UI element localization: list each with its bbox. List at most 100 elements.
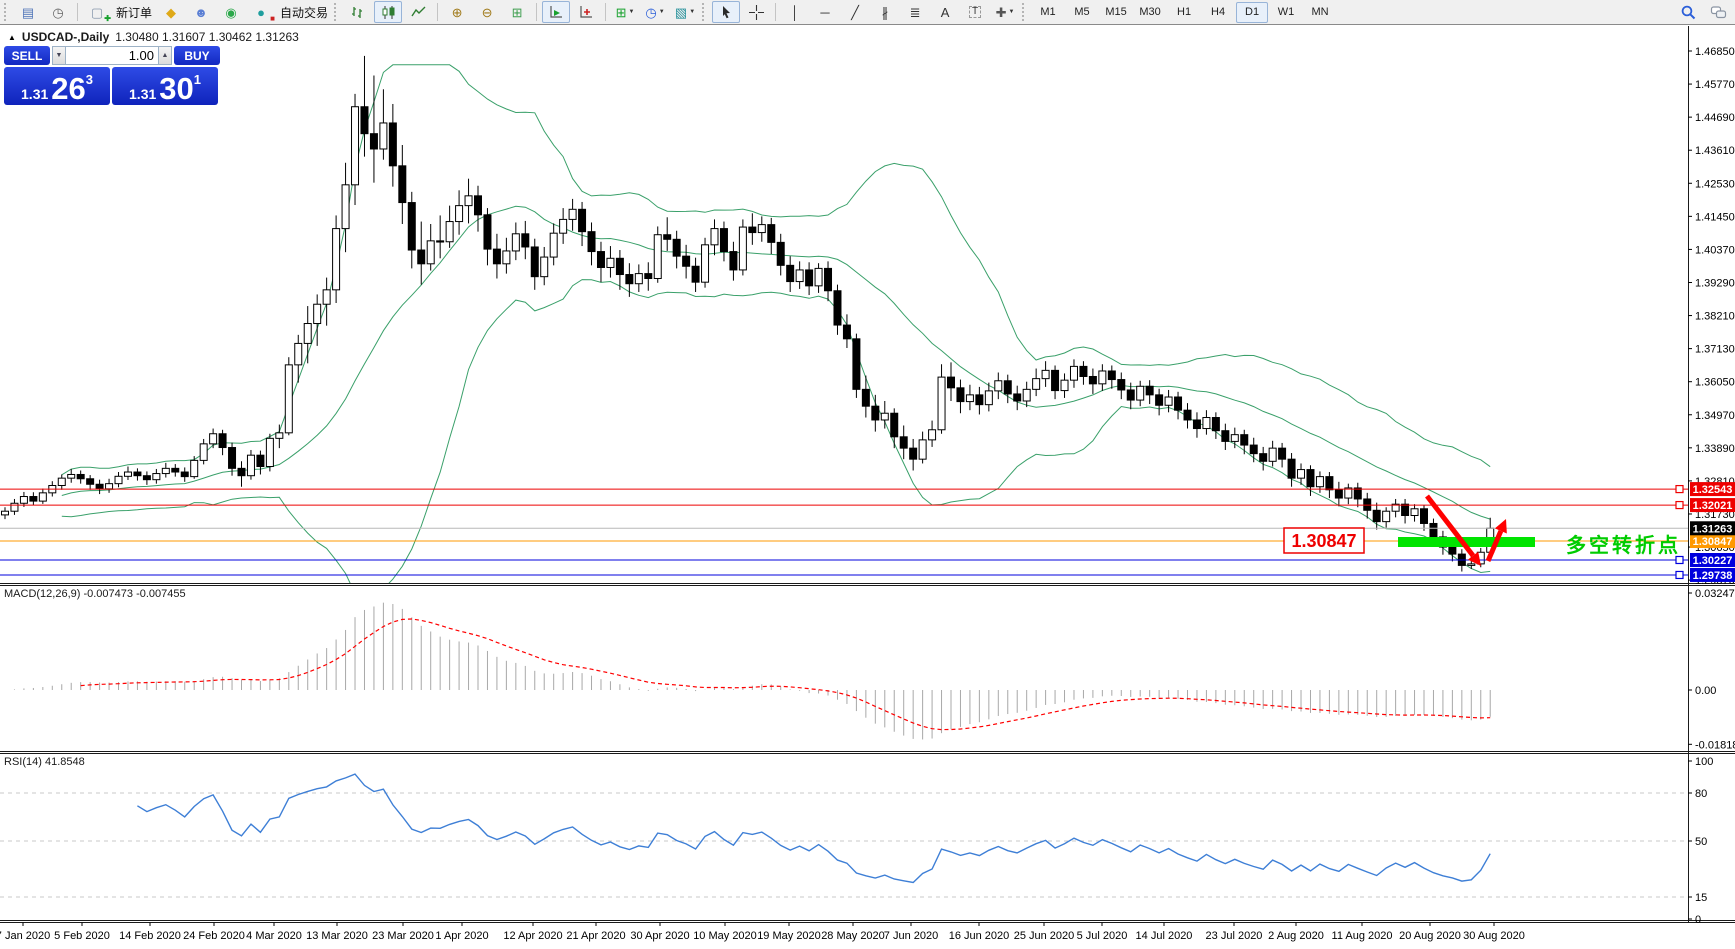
zoom-out-icon[interactable]: ⊖ [481,4,493,20]
volume-decrease-button[interactable]: ▼ [52,46,66,65]
macd-signal-line [80,618,1491,731]
bid-price-box[interactable]: 1.31 26 3 [4,67,110,105]
volume-input[interactable]: 1.00 [66,46,158,65]
bullish-candle [1268,447,1277,462]
bearish-candle [142,475,151,481]
date-tick-label: 30 Apr 2020 [630,930,689,942]
strategy-tester-icon[interactable]: ◷ [52,4,64,20]
timeframe-h1-button[interactable]: H1 [1177,6,1192,18]
ask-price-box[interactable]: 1.31 30 1 [112,67,218,105]
timeframe-m1-button[interactable]: M1 [1040,6,1056,18]
hline-anchor-handle[interactable] [1675,484,1684,494]
bullish-candle [303,323,312,344]
toolbar-grip [334,3,339,21]
buy-button[interactable]: BUY [174,46,220,65]
chart-ohlc-values: 1.30480 1.31607 1.30462 1.31263 [115,30,299,44]
date-tick-label: 19 May 2020 [757,930,821,942]
line-chart-icon[interactable] [404,1,432,23]
fibonacci-icon[interactable]: ≣ [909,4,921,20]
timeframe-w1-button[interactable]: W1 [1277,6,1295,18]
equidistant-channel-icon[interactable]: ∦ [881,4,889,20]
crosshair-icon[interactable] [742,1,770,23]
chat-icon[interactable] [1704,1,1732,23]
timeframe-mn-button[interactable]: MN [1311,6,1329,18]
text-label-icon[interactable]: T [961,1,989,23]
sell-button[interactable]: SELL [4,46,50,65]
periods-icon[interactable]: ◷ ▼ [645,4,665,20]
metaeditor-icon[interactable]: ◆ [166,4,177,20]
auto-trading-icon[interactable]: ● ■ [257,4,276,23]
timeframe-d1-button[interactable]: D1 [1236,1,1269,23]
hline-anchor-handle[interactable] [1675,555,1684,565]
one-click-trading-panel: SELL ▼ 1.00 ▲ BUY 1.31 26 3 1.31 30 1 [4,46,220,105]
bullish-candle [1098,370,1107,385]
rsi-line [137,773,1491,884]
bearish-candle [436,240,445,243]
market-watch-icon[interactable]: ☻ [194,4,208,20]
bullish-candle [549,232,558,258]
support-price-label-box[interactable] [1283,527,1365,554]
bearish-candle [890,412,899,438]
chart-stage[interactable]: 1.30847 多空转折点 1.46850 1.45770 1.44690 1.43610… [0,26,1735,949]
new-order-icon[interactable]: ▢ ✚ [90,4,111,23]
bullish-candle [114,475,123,485]
tile-windows-icon[interactable]: ⊞ [511,4,523,20]
ask-price-small: 1.31 [129,86,157,102]
bullish-candle [332,228,341,291]
toolbar-separator [536,3,538,21]
bearish-candle [852,338,861,390]
bullish-candle [10,502,19,512]
rebound-arrow-up[interactable] [1485,529,1504,562]
bar-chart-icon[interactable] [344,1,372,23]
dropdown-caret-icon: ▼ [628,9,635,15]
timeframe-m5-button[interactable]: M5 [1074,6,1090,18]
date-tick-label: 14 Jul 2020 [1136,930,1193,942]
indicator-window-icon[interactable] [542,1,571,23]
auto-trading-label[interactable]: 自动交易 [280,5,329,20]
charts-window-icon[interactable]: ▤ [21,4,35,20]
arrows-objects-icon[interactable]: ✚ ▼ [995,4,1015,20]
bullish-candle [1230,434,1239,442]
axis-tick-label: 50 [1695,836,1707,848]
timeframe-h4-button[interactable]: H4 [1211,6,1226,18]
bearish-candle [578,208,587,233]
date-tick-label: 10 May 2020 [693,930,757,942]
ask-price-sup: 1 [193,72,201,87]
cursor-icon[interactable] [712,1,741,23]
timeframe-m30-button[interactable]: M30 [1139,6,1161,18]
trendline-icon[interactable]: ╱ [851,4,859,20]
bearish-candle [521,233,530,248]
axis-tick-label: -0.018182 [1695,739,1735,751]
trend-arrow-down[interactable] [1425,494,1476,558]
volume-increase-button[interactable]: ▲ [158,46,172,65]
bearish-candle [360,106,369,135]
date-tick-label: 30 Aug 2020 [1463,930,1525,942]
bearish-candle [86,478,95,485]
date-tick-label: 4 Mar 2020 [246,930,302,942]
level-price-tag [1690,567,1735,582]
support-zone-bar[interactable] [1398,537,1535,547]
date-tick-label: 20 Aug 2020 [1399,930,1461,942]
bearish-candle [1372,509,1381,523]
search-icon[interactable] [1674,1,1702,23]
hline-anchor-handle[interactable] [1675,500,1684,510]
templates-icon[interactable]: ⊞ ▼ [615,4,635,20]
bearish-candle [1174,396,1183,411]
timeframe-m15-button[interactable]: M15 [1105,6,1127,18]
turning-point-annotation[interactable]: 多空转折点 [1566,533,1681,557]
new-order-label[interactable]: 新订单 [116,5,153,20]
bearish-candle [1420,508,1428,524]
date-tick-label: 14 Feb 2020 [119,930,181,942]
bullish-candle [710,228,719,246]
text-icon[interactable]: A [940,4,950,20]
vertical-line-icon[interactable]: │ [790,4,800,20]
bearish-candle [1401,503,1410,517]
indicator-add-icon[interactable] [572,1,600,23]
hline-anchor-handle[interactable] [1675,570,1684,580]
profiles-icon[interactable]: ▧ ▼ [674,4,696,20]
zoom-in-icon[interactable]: ⊕ [451,4,463,20]
signals-icon[interactable]: ◉ [225,4,237,20]
candlestick-chart-icon[interactable] [374,1,403,23]
bullish-candle [455,205,464,223]
horizontal-line-icon[interactable]: ─ [820,4,830,20]
